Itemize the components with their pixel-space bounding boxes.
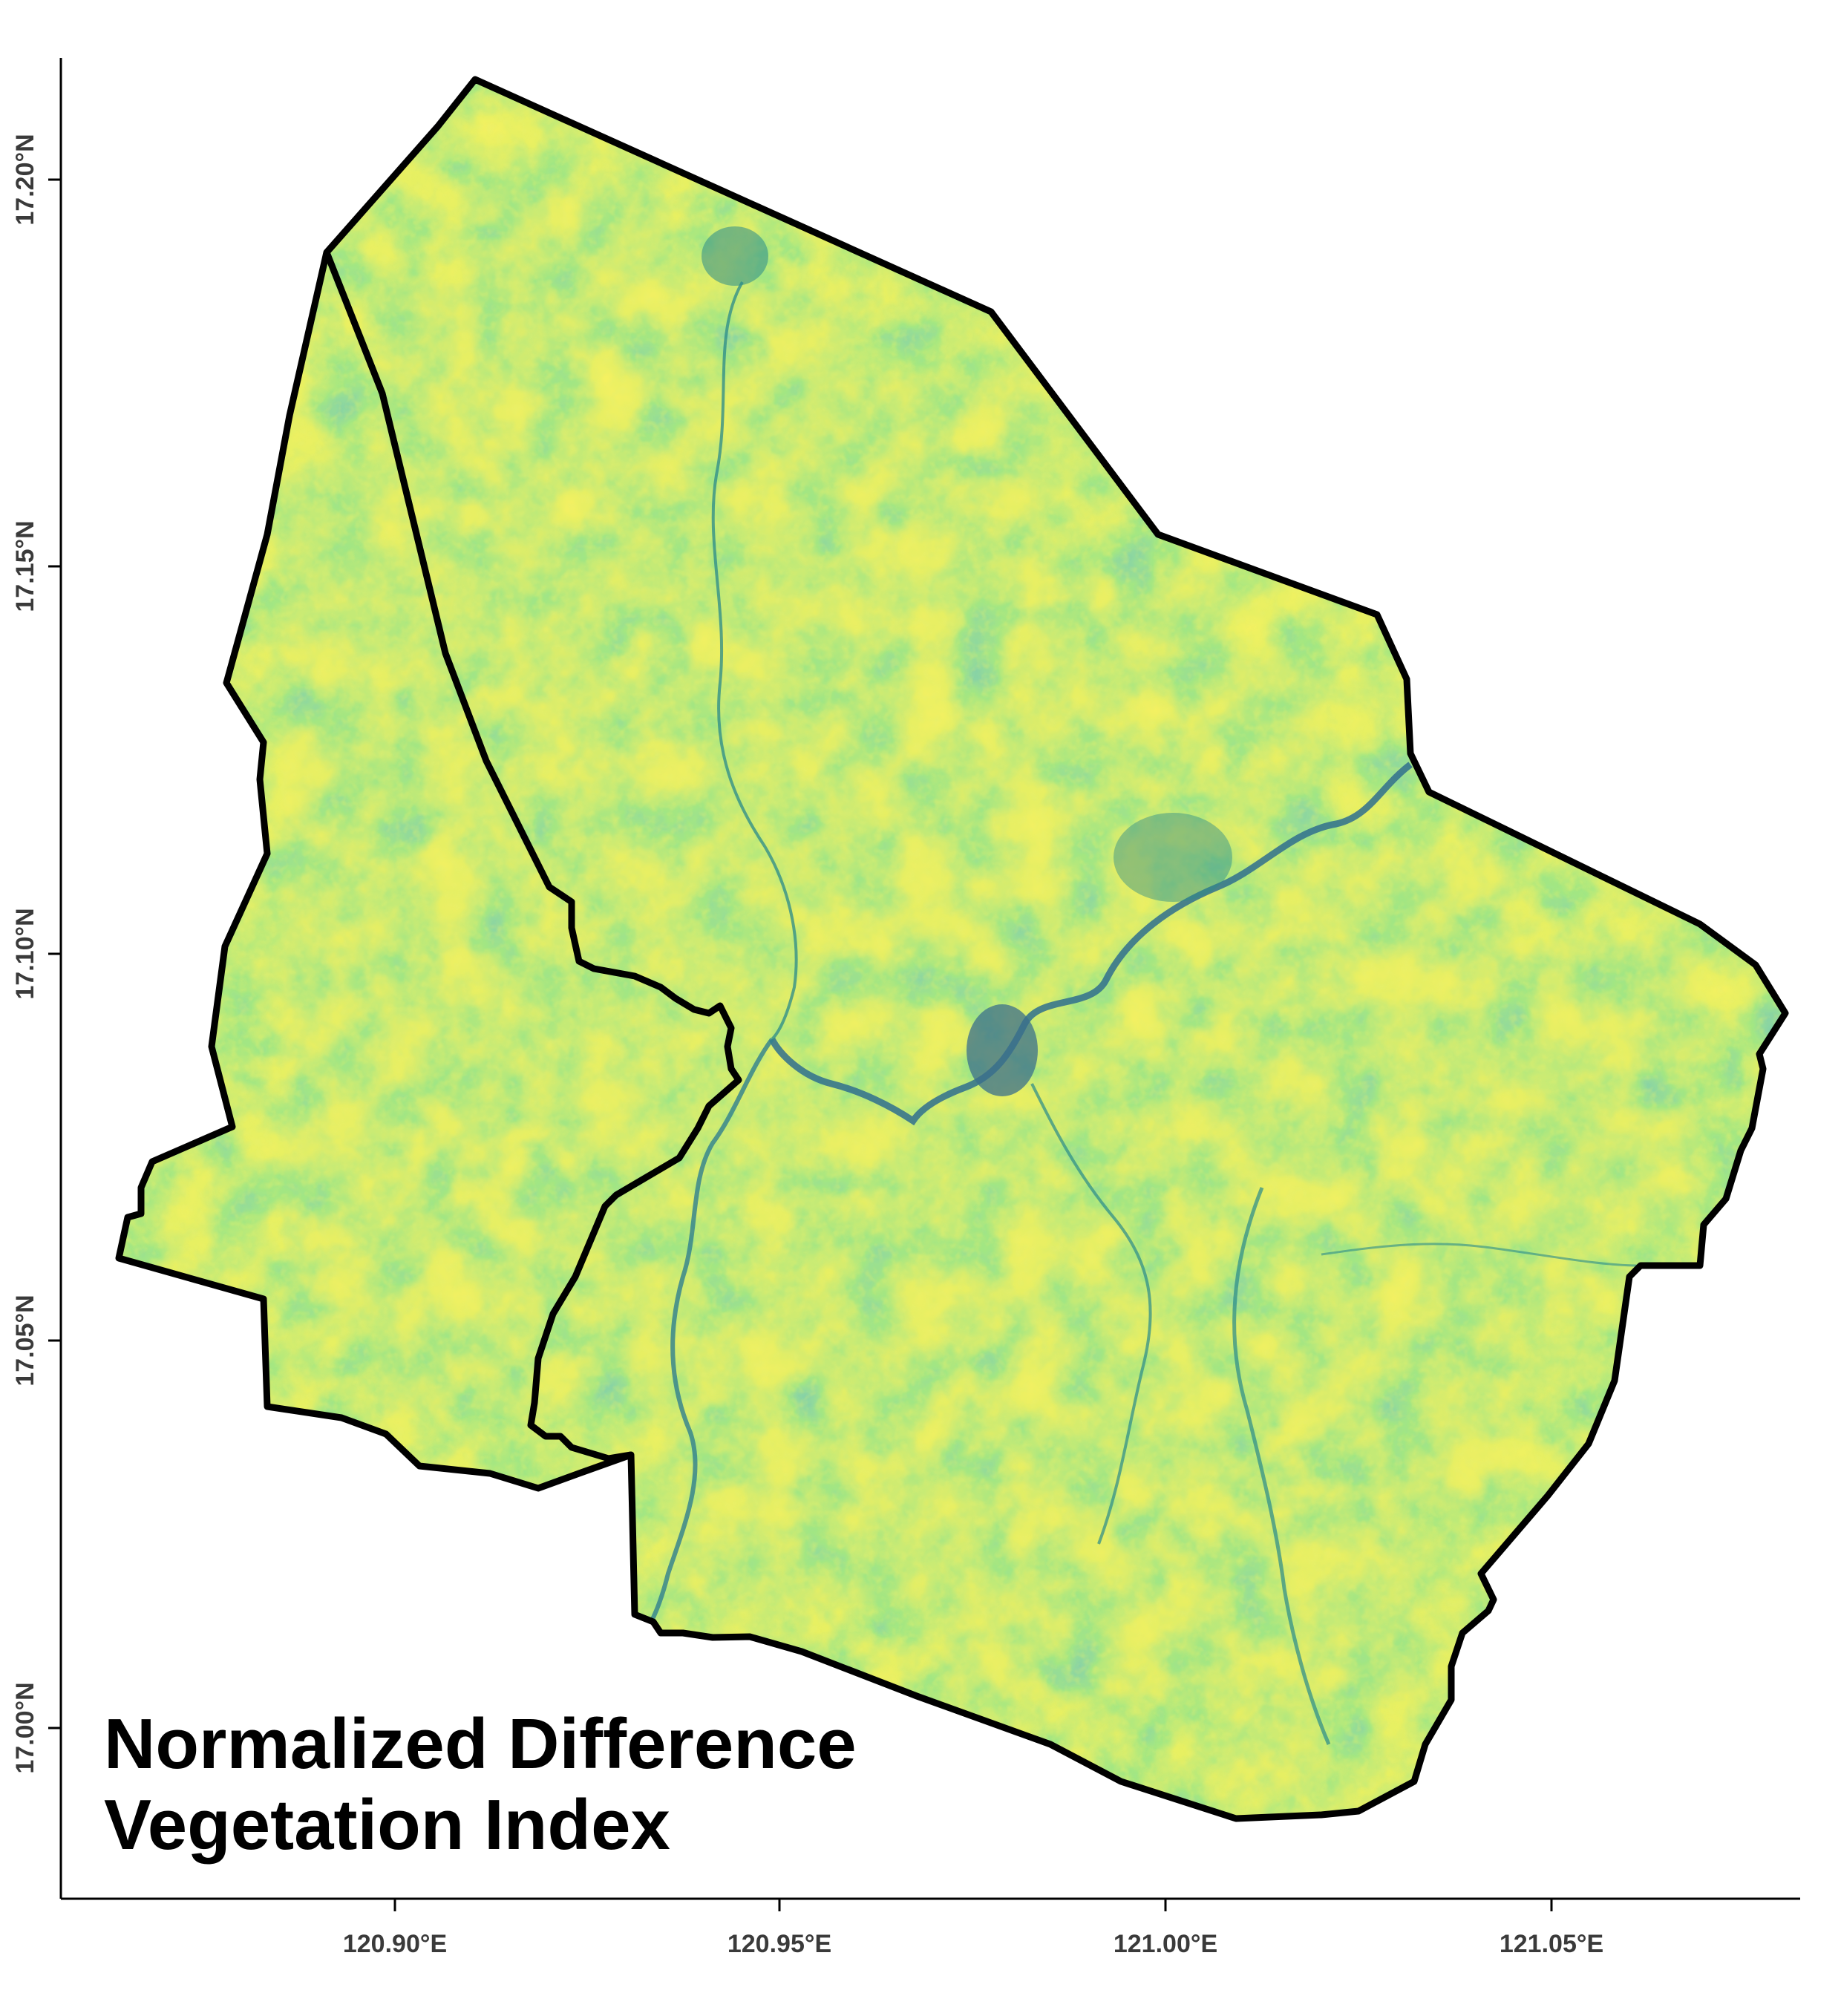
map-title-line-1: Normalized Difference [104, 1704, 857, 1784]
x-tick-label: 121.05°E [1500, 1930, 1603, 1958]
outer-boundary [115, 76, 1789, 1822]
low-ndvi-patch [967, 1004, 1038, 1096]
river-tributary [644, 1038, 774, 1634]
y-tick-label: 17.15°N [11, 520, 39, 612]
ndvi-raster [119, 79, 1785, 1819]
x-tick-label: 120.90°E [343, 1930, 447, 1958]
y-tick-label: 17.20°N [11, 134, 39, 225]
y-tick-label: 17.00°N [11, 1682, 39, 1773]
river-main [768, 762, 1413, 1126]
axes: 120.90°E 120.95°E 121.00°E 121.05°E 17.2… [11, 58, 1800, 1958]
district-boundaries [115, 76, 1789, 1822]
low-ndvi-patch [1114, 813, 1232, 902]
y-tick-label: 17.05°N [11, 1295, 39, 1386]
inner-boundary-west [323, 251, 742, 1462]
river-east [1232, 1187, 1331, 1745]
y-tick-label: 17.10°N [11, 908, 39, 999]
x-tick-label: 121.00°E [1114, 1930, 1217, 1958]
x-tick-label: 120.95°E [727, 1930, 831, 1958]
map-title: Normalized Difference Vegetation Index [104, 1704, 857, 1866]
ndvi-speckle [119, 79, 1785, 1819]
river-south-east [1030, 1083, 1152, 1545]
map-title-line-2: Vegetation Index [104, 1785, 670, 1865]
low-ndvi-patch [702, 226, 768, 286]
river-far-east [1321, 1243, 1641, 1267]
river-north [711, 281, 798, 1041]
